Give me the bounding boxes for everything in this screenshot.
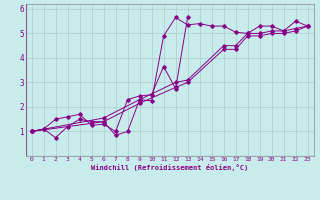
X-axis label: Windchill (Refroidissement éolien,°C): Windchill (Refroidissement éolien,°C): [91, 164, 248, 171]
